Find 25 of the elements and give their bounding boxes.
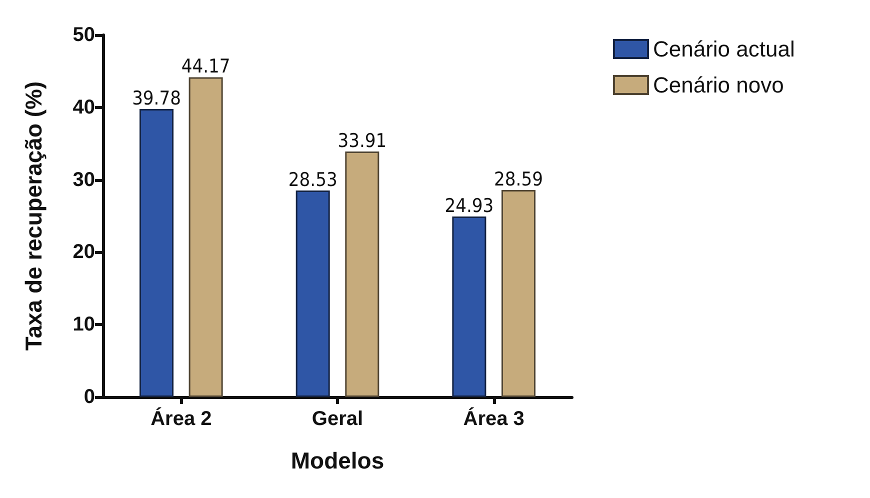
y-tick-label: 50 [72,24,95,46]
data-label: 33.91 [338,130,387,152]
y-tick-label: 30 [72,168,95,191]
x-tick-label: Geral [312,408,364,430]
x-tick-label: Área 3 [463,407,524,430]
data-label: 28.53 [288,168,338,191]
data-label: 28.59 [494,168,543,191]
x-axis-title: Modelos [290,448,384,474]
legend-label: Cenário novo [653,72,784,98]
y-tick-label: 40 [72,96,95,118]
bar [140,108,174,397]
legend-label: Cenário actual [653,36,795,62]
y-tick-label: 20 [72,241,95,264]
bar [501,190,536,397]
y-axis-title: Taxa de recuperação (%) [20,81,46,351]
bar [188,77,223,397]
data-label: 24.93 [444,195,494,218]
data-label: 44.17 [181,56,230,78]
y-tick-label: 0 [84,386,95,408]
bar [296,190,330,397]
bar [452,216,486,397]
x-tick-label: Área 2 [150,407,212,430]
data-label: 39.78 [132,87,181,110]
y-tick-label: 10 [72,314,95,336]
bar [345,151,380,397]
